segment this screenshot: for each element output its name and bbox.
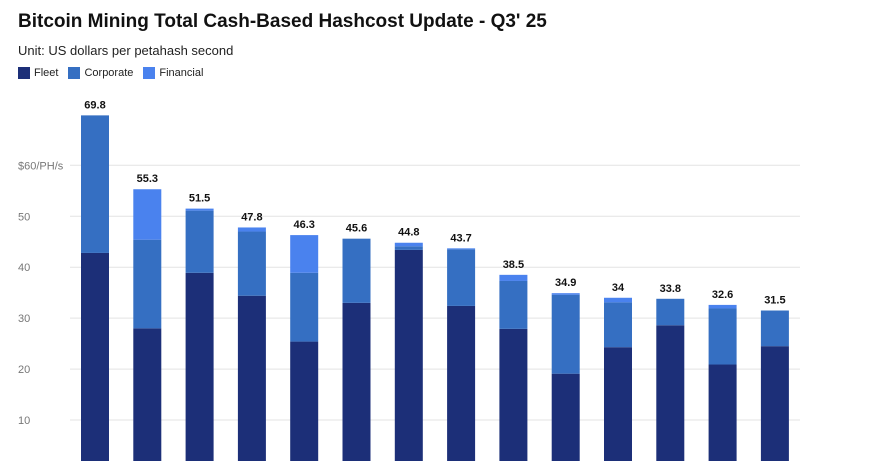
y-tick-label: 10 [18, 415, 30, 427]
bar-total-label: 47.8 [241, 211, 262, 223]
bar-total-label: 32.6 [712, 289, 733, 301]
bar-segment-financial [133, 189, 162, 240]
bar-segment-financial [447, 248, 476, 250]
bar-segment-fleet [133, 328, 162, 461]
chart-subtitle: Unit: US dollars per petahash second [18, 43, 234, 58]
legend-label-fleet: Fleet [34, 67, 59, 79]
y-tick-label: 20 [18, 364, 30, 376]
bar-segment-financial [185, 208, 214, 211]
bar-segment-financial [290, 235, 319, 273]
bar-segment-fleet [342, 302, 371, 461]
y-tick-label: 50 [18, 211, 30, 223]
legend: Fleet Corporate Financial [18, 67, 203, 79]
bar-segment-corporate [290, 272, 319, 342]
bar-segment-fleet [185, 272, 214, 461]
bar-segment-fleet [290, 341, 319, 461]
bar-total-label: 44.8 [398, 227, 419, 239]
legend-swatch-fleet [18, 67, 30, 79]
bar-segment-financial [394, 242, 423, 247]
bar-total-label: 34 [612, 282, 625, 294]
bar-segment-corporate [708, 308, 737, 365]
bar-segment-corporate [604, 302, 632, 348]
bar-segment-fleet [708, 364, 737, 461]
bar-segment-corporate [237, 231, 266, 296]
bar-segment-corporate [133, 239, 162, 329]
legend-swatch-corporate [68, 67, 81, 79]
bar-total-label: 51.5 [189, 193, 210, 205]
bar-segment-financial [551, 293, 580, 295]
bar-total-label: 31.5 [764, 295, 785, 307]
bar-segment-financial [604, 297, 632, 303]
y-tick-label: 40 [18, 262, 30, 274]
bar-segment-corporate [551, 294, 580, 374]
y-tick-label: $60/PH/s [18, 160, 64, 172]
bar-segment-fleet [499, 328, 528, 461]
bar-total-label: 45.6 [346, 223, 367, 235]
bar-total-label: 38.5 [503, 259, 524, 271]
bar-segment-financial [708, 304, 737, 309]
legend-label-corporate: Corporate [84, 67, 134, 79]
bar-segment-corporate [656, 298, 685, 326]
bar-total-label: 69.8 [84, 99, 105, 111]
bar-segment-corporate [185, 210, 214, 273]
y-tick-label: 30 [18, 313, 30, 325]
bar-total-label: 43.7 [450, 232, 471, 244]
bar-segment-corporate [81, 115, 109, 253]
bar-segment-corporate [760, 310, 789, 347]
bar-segment-financial [237, 227, 266, 232]
legend-item-fleet: Fleet [18, 67, 58, 79]
bar-segment-fleet [81, 252, 109, 461]
bar-segment-fleet [656, 325, 685, 461]
chart-title: Bitcoin Mining Total Cash-Based Hashcost… [18, 11, 547, 32]
legend-item-corporate: Corporate [68, 67, 133, 79]
bar-total-label: 55.3 [137, 173, 158, 185]
legend-swatch-financial [143, 67, 156, 79]
bar-total-label: 33.8 [660, 283, 681, 295]
bar-segment-fleet [237, 295, 266, 461]
bar-total-label: 34.9 [555, 277, 576, 289]
bar-segment-fleet [604, 347, 632, 461]
bar-segment-corporate [342, 238, 371, 303]
bar-segment-financial [499, 274, 528, 281]
bar-segment-fleet [551, 373, 580, 461]
bar-segment-fleet [394, 249, 423, 461]
bar-segment-fleet [447, 305, 476, 461]
legend-label-financial: Financial [159, 67, 204, 79]
bar-total-label: 46.3 [293, 219, 314, 231]
legend-item-financial: Financial [143, 67, 203, 79]
bar-segment-fleet [760, 346, 789, 461]
bar-segment-corporate [394, 246, 423, 250]
bar-segment-corporate [447, 249, 476, 306]
bar-segment-corporate [499, 280, 528, 329]
